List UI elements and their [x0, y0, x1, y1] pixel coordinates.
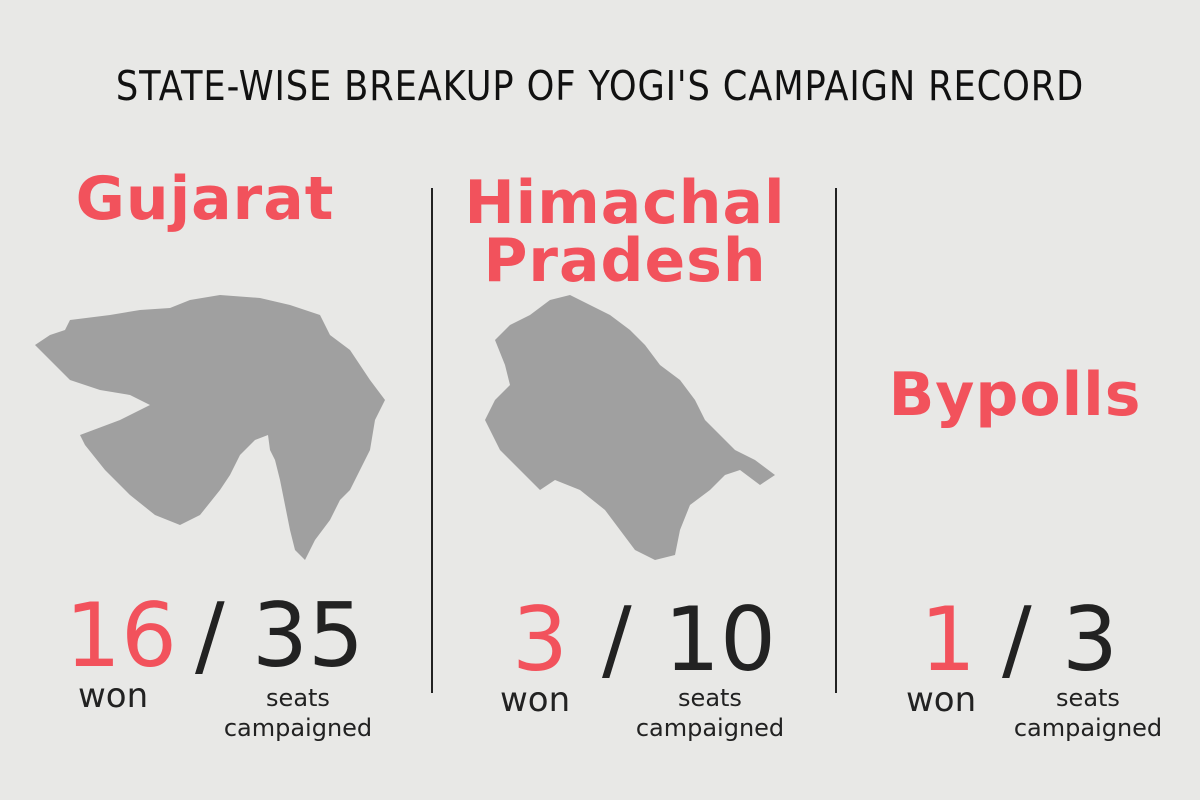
seats-label: seats campaigned — [223, 684, 373, 742]
infographic-title: STATE-WISE BREAKUP OF YOGI'S CAMPAIGN RE… — [115, 62, 1085, 110]
total-seats: 35 — [252, 584, 364, 687]
total-seats: 3 — [1062, 588, 1118, 691]
slash: / — [1002, 588, 1032, 691]
won-label: won — [78, 676, 149, 716]
won-count: 3 — [512, 588, 568, 691]
himachal-pradesh-map — [485, 295, 775, 560]
seats-label: seats campaigned — [635, 684, 785, 742]
total-seats: 10 — [664, 588, 776, 691]
gujarat-map — [35, 295, 385, 560]
won-count: 16 — [65, 584, 177, 687]
won-count: 1 — [920, 588, 976, 691]
seats-label: seats campaigned — [1013, 684, 1163, 742]
divider — [835, 188, 837, 693]
won-label: won — [906, 680, 977, 720]
slash: / — [195, 584, 225, 687]
won-label: won — [500, 680, 571, 720]
divider — [431, 188, 433, 693]
state-name-himachal-pradesh: Himachal Pradesh — [464, 168, 786, 296]
state-name-bypolls: Bypolls — [888, 360, 1142, 430]
state-name-gujarat: Gujarat — [75, 164, 335, 234]
slash: / — [602, 588, 632, 691]
